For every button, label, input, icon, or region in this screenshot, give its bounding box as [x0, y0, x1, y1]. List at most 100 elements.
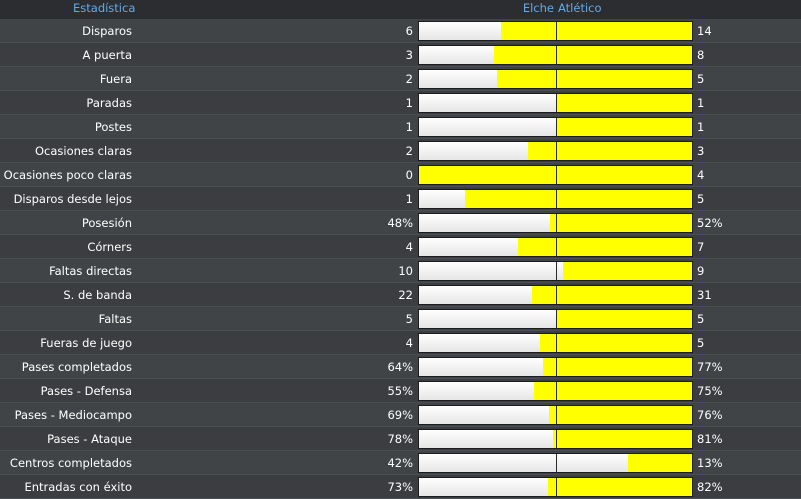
comparison-bar	[418, 189, 693, 209]
bar-midline	[556, 430, 557, 448]
home-value: 22	[398, 288, 413, 302]
stat-label: Pases - Ataque	[47, 432, 132, 446]
stat-label: A puerta	[82, 48, 132, 62]
home-bar-fill	[419, 46, 494, 64]
home-value: 48%	[387, 216, 413, 230]
home-bar-fill	[419, 70, 497, 88]
bar-midline	[556, 118, 557, 136]
comparison-bar	[418, 165, 693, 185]
comparison-bar	[418, 429, 693, 449]
bar-midline	[556, 310, 557, 328]
stat-label: Posesión	[81, 216, 132, 230]
home-value: 64%	[387, 360, 413, 374]
away-value: 31	[697, 288, 712, 302]
stat-row: Ocasiones poco claras 0 4	[0, 163, 801, 187]
stat-row: Pases - Ataque 78% 81%	[0, 427, 801, 451]
home-bar-fill	[419, 262, 563, 280]
home-value: 78%	[387, 432, 413, 446]
comparison-bar	[418, 237, 693, 257]
stat-row: A puerta 3 8	[0, 43, 801, 67]
away-value: 5	[697, 192, 705, 206]
away-value: 9	[697, 264, 705, 278]
bar-midline	[556, 478, 557, 496]
bar-midline	[556, 166, 557, 184]
stat-label: Fueras de juego	[40, 336, 132, 350]
away-value: 5	[697, 312, 705, 326]
stat-label: Postes	[94, 120, 132, 134]
home-bar-fill	[419, 142, 528, 160]
comparison-bar	[418, 405, 693, 425]
stat-row: Disparos desde lejos 1 5	[0, 187, 801, 211]
bar-midline	[556, 22, 557, 40]
stat-label: Disparos	[82, 24, 132, 38]
away-value: 1	[697, 96, 705, 110]
away-value: 5	[697, 336, 705, 350]
comparison-bar	[418, 477, 693, 497]
away-value: 52%	[697, 216, 723, 230]
stat-label: S. de banda	[63, 288, 132, 302]
home-value: 2	[405, 72, 413, 86]
bar-midline	[556, 94, 557, 112]
stat-row: S. de banda 22 31	[0, 283, 801, 307]
bar-midline	[556, 46, 557, 64]
home-value: 6	[405, 24, 413, 38]
stat-label: Faltas directas	[49, 264, 132, 278]
comparison-bar	[418, 69, 693, 89]
stat-row: Posesión 48% 52%	[0, 211, 801, 235]
comparison-bar	[418, 213, 693, 233]
stat-row: Pases - Mediocampo 69% 76%	[0, 403, 801, 427]
bar-midline	[556, 142, 557, 160]
stat-row: Fueras de juego 4 5	[0, 331, 801, 355]
home-value: 2	[405, 144, 413, 158]
home-value: 0	[405, 168, 413, 182]
home-bar-fill	[419, 334, 540, 352]
stat-label: Ocasiones claras	[35, 144, 132, 158]
home-bar-fill	[419, 214, 550, 232]
stat-label: Ocasiones poco claras	[3, 168, 132, 182]
stat-label: Pases completados	[21, 360, 132, 374]
bar-midline	[556, 358, 557, 376]
comparison-bar	[418, 285, 693, 305]
comparison-bar	[418, 333, 693, 353]
away-bar-fill	[628, 454, 692, 472]
comparison-bar	[418, 381, 693, 401]
home-value: 69%	[387, 408, 413, 422]
stat-row: Pases - Defensa 55% 75%	[0, 379, 801, 403]
stat-row: Faltas 5 5	[0, 307, 801, 331]
bar-midline	[556, 190, 557, 208]
bar-midline	[556, 334, 557, 352]
bar-midline	[556, 70, 557, 88]
stat-label: Disparos desde lejos	[13, 192, 132, 206]
comparison-bar	[418, 45, 693, 65]
stat-label: Entradas con éxito	[24, 480, 132, 494]
away-value: 75%	[697, 384, 723, 398]
comparison-bar	[418, 21, 693, 41]
stat-row: Córners 4 7	[0, 235, 801, 259]
bar-remainder-fill	[419, 454, 628, 472]
home-bar-fill	[419, 310, 556, 328]
home-value: 10	[398, 264, 413, 278]
away-value: 5	[697, 72, 705, 86]
away-value: 81%	[697, 432, 723, 446]
home-team-header[interactable]: Elche	[522, 1, 554, 15]
home-value: 1	[405, 192, 413, 206]
stat-label: Pases - Mediocampo	[14, 408, 132, 422]
stat-column-header[interactable]: Estadística	[73, 1, 136, 15]
away-value: 77%	[697, 360, 723, 374]
stat-label: Córners	[87, 240, 132, 254]
away-team-header[interactable]: Atlético	[558, 1, 602, 15]
home-bar-fill	[419, 286, 532, 304]
away-value: 7	[697, 240, 705, 254]
away-value: 4	[697, 168, 705, 182]
home-value: 4	[405, 240, 413, 254]
home-bar-fill	[419, 430, 553, 448]
home-bar-fill	[419, 358, 543, 376]
home-bar-fill	[419, 190, 465, 208]
stat-row: Entradas con éxito 73% 82%	[0, 475, 801, 499]
away-value: 13%	[697, 456, 723, 470]
stat-row: Ocasiones claras 2 3	[0, 139, 801, 163]
home-value: 5	[405, 312, 413, 326]
bar-midline	[556, 214, 557, 232]
home-bar-fill	[419, 94, 556, 112]
away-value: 1	[697, 120, 705, 134]
